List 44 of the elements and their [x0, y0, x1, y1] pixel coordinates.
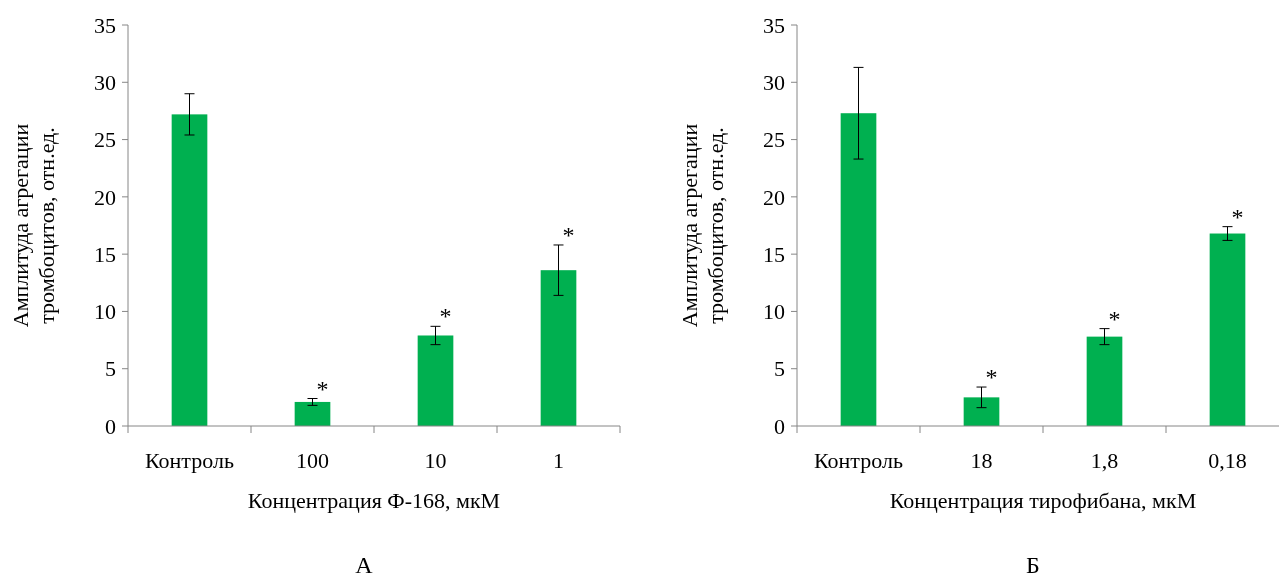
- text: А: [355, 552, 374, 578]
- bar: [294, 401, 331, 426]
- y-tick-label: 25: [94, 127, 116, 153]
- bar: [540, 270, 577, 426]
- y-tick-label: 15: [763, 241, 785, 267]
- y-tick-label: 25: [763, 127, 785, 153]
- y-tick-label: 10: [763, 299, 785, 325]
- annotation: *: [1231, 203, 1244, 230]
- bar: [1209, 233, 1246, 426]
- y-tick-label: 5: [105, 356, 116, 382]
- x-tick-label: 0,18: [1208, 448, 1247, 473]
- annotation: *: [1108, 305, 1121, 332]
- x-tick-label: Контроль: [814, 448, 903, 473]
- y-axis-title: Амплитуда агрегации тромбоцитов, отн.ед.: [8, 123, 59, 328]
- x-tick-label: 18: [970, 448, 993, 473]
- x-axis-title: Концентрация Ф-168, мкМ: [247, 488, 501, 513]
- annotation: *: [985, 364, 998, 391]
- y-tick-label: 30: [94, 69, 116, 95]
- y-axis-title: Амплитуда агрегации тромбоцитов, отн.ед.: [677, 123, 728, 328]
- y-tick-label: 20: [94, 184, 116, 210]
- y-tick-label: 30: [763, 69, 785, 95]
- y-tick-label: 35: [94, 12, 116, 38]
- y-tick-label: 5: [774, 356, 785, 382]
- x-tick-label: Контроль: [145, 448, 234, 473]
- y-tick-label: 0: [105, 413, 116, 439]
- x-tick-label: 100: [296, 448, 329, 473]
- bar: [1086, 336, 1123, 426]
- y-tick-label: 20: [763, 184, 785, 210]
- x-tick-label: 10: [424, 448, 447, 473]
- y-tick-label: 10: [94, 299, 116, 325]
- annotation: *: [439, 303, 452, 330]
- bar: [417, 335, 454, 426]
- y-tick-label: 0: [774, 413, 785, 439]
- y-tick-label: 15: [94, 241, 116, 267]
- x-axis-title: Концентрация тирофибана, мкМ: [889, 488, 1197, 513]
- bar: [171, 114, 208, 426]
- text: Б: [1026, 552, 1040, 578]
- bar: [963, 397, 1000, 426]
- x-tick-label: 1,8: [1090, 448, 1119, 473]
- annotation: *: [562, 221, 575, 248]
- y-tick-label: 35: [763, 12, 785, 38]
- annotation: *: [316, 375, 329, 402]
- x-tick-label: 1: [553, 448, 564, 473]
- bar: [840, 113, 877, 426]
